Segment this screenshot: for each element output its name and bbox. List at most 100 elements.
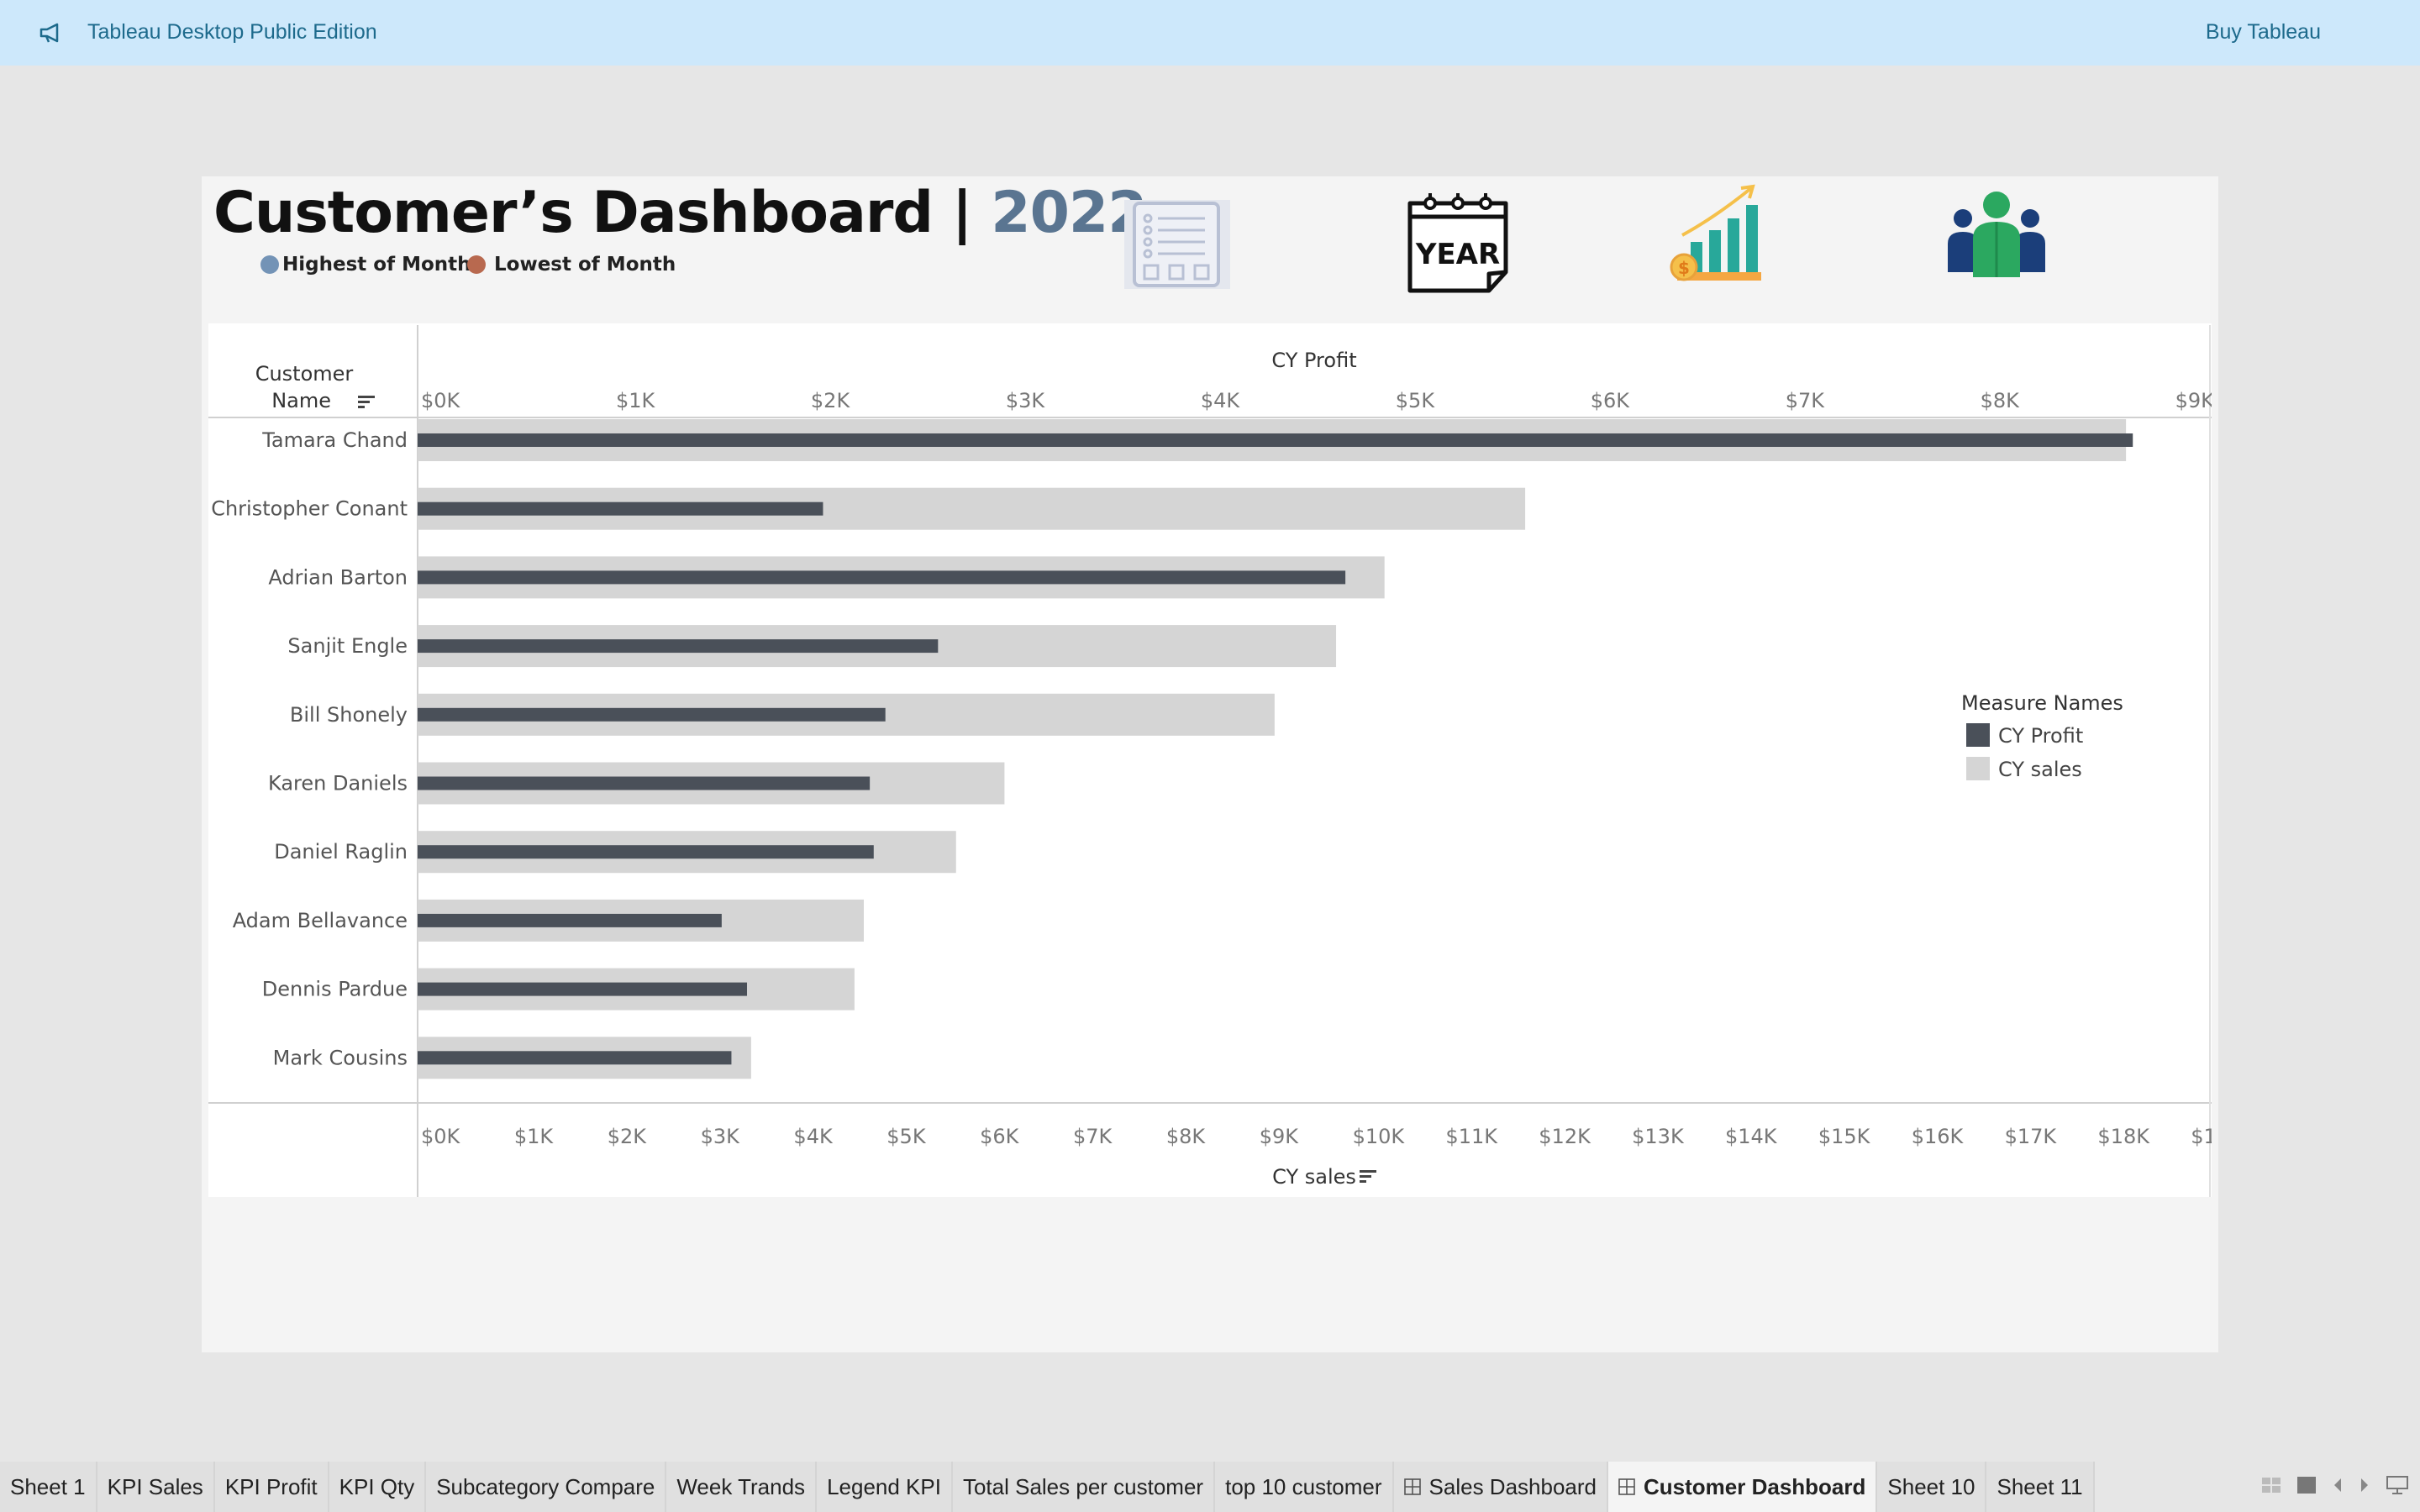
- filmstrip-view-icon[interactable]: [2297, 1477, 2316, 1497]
- customer-name-label: Bill Shonely: [290, 703, 408, 727]
- tab-label: Sheet 10: [1887, 1473, 1975, 1499]
- top-axis-tick: $9K: [2175, 389, 2212, 412]
- legend-item-label: CY sales: [1998, 758, 2082, 781]
- tab-top-10-customer[interactable]: top 10 customer: [1215, 1462, 1394, 1512]
- bottom-axis-tick: $1K: [514, 1125, 555, 1148]
- top-banner: Tableau Desktop Public Edition Buy Table…: [0, 0, 2420, 66]
- top-axis-tick: $2K: [811, 389, 851, 412]
- tab-label: Subcategory Compare: [436, 1473, 655, 1499]
- coin-symbol: $: [1678, 258, 1690, 278]
- top-axis-title: CY Profit: [1271, 349, 1356, 372]
- dashboard-canvas: Customer’s Dashboard | 2022 Highest of M…: [202, 176, 2218, 1352]
- customers-group-icon[interactable]: [1946, 192, 2047, 286]
- legend-swatch-cy-sales: [1966, 757, 1990, 780]
- presentation-mode-icon[interactable]: [2386, 1475, 2408, 1499]
- tab-week-trands[interactable]: Week Trands: [666, 1462, 818, 1512]
- sheet-tabs: Sheet 1 KPI Sales KPI Profit KPI Qty Subcate…: [0, 1462, 2420, 1512]
- tab-customer-dashboard[interactable]: Customer Dashboard: [1608, 1462, 1878, 1512]
- tab-sheet-10[interactable]: Sheet 10: [1877, 1462, 1987, 1512]
- sort-icon: [1360, 1170, 1376, 1183]
- tab-kpi-sales[interactable]: KPI Sales: [97, 1462, 215, 1512]
- bottom-axis-tick: $14K: [1725, 1125, 1778, 1148]
- bottom-axis-tick: $13K: [1632, 1125, 1685, 1148]
- top-axis-tick: $8K: [1981, 389, 2021, 412]
- sort-icon: [358, 396, 375, 408]
- megaphone-icon: [39, 23, 59, 43]
- bottom-axis-tick: $6K: [980, 1125, 1020, 1148]
- cy-profit-bar: [418, 707, 886, 722]
- customer-name-label: Christopher Conant: [211, 497, 408, 521]
- cy-profit-bar: [418, 776, 871, 790]
- bottom-axis-tick: $7K: [1073, 1125, 1113, 1148]
- scroll-right-icon[interactable]: [2360, 1478, 2370, 1495]
- highest-dot-icon: [260, 255, 279, 274]
- tab-label: KPI Sales: [107, 1473, 203, 1499]
- cy-profit-bar: [418, 845, 874, 859]
- tab-label: KPI Profit: [224, 1473, 318, 1499]
- bottom-axis-tick: $18K: [2097, 1125, 2150, 1148]
- top-axis-tick: $6K: [1591, 389, 1631, 412]
- scroll-left-icon[interactable]: [2333, 1478, 2343, 1495]
- bottom-axis-tick: $17K: [2005, 1125, 2058, 1148]
- tab-label: top 10 customer: [1225, 1473, 1382, 1499]
- cy-profit-bar: [418, 639, 939, 654]
- customer-name-label: Adrian Barton: [268, 565, 408, 589]
- bottom-axis-tick: $4K: [793, 1125, 834, 1148]
- tab-label: Customer Dashboard: [1644, 1473, 1866, 1499]
- customer-name-label: Daniel Raglin: [274, 840, 408, 864]
- tab-label: Total Sales per customer: [962, 1473, 1204, 1499]
- legend-lowest[interactable]: Lowest of Month: [467, 254, 676, 276]
- bottom-axis-tick: $2K: [608, 1125, 648, 1148]
- tab-subcategory-compare[interactable]: Subcategory Compare: [426, 1462, 667, 1512]
- app-title: Tableau Desktop Public Edition: [87, 20, 377, 44]
- cy-profit-bar: [418, 913, 722, 927]
- chart-svg: Customer Name CY Profit $0K $1K $2K $3K $4K $5K $…: [208, 325, 2212, 1197]
- year-icon-text: YEAR: [1415, 238, 1500, 271]
- bottom-axis-title: CY sales: [1272, 1165, 1356, 1189]
- bottom-axis-tick: $5K: [886, 1125, 927, 1148]
- bottom-axis-tick: $9K: [1260, 1125, 1300, 1148]
- measure-names-legend-title: Measure Names: [1961, 691, 2123, 715]
- legend-highest-label: Highest of Month: [282, 254, 471, 276]
- bottom-axis-tick: $19K: [2191, 1125, 2212, 1148]
- bottom-axis-tick: $3K: [701, 1125, 741, 1148]
- legend-lowest-label: Lowest of Month: [494, 254, 676, 276]
- buy-tableau-link[interactable]: Buy Tableau: [2205, 20, 2321, 44]
- cy-profit-bar: [418, 1051, 732, 1065]
- tab-label: Sheet 11: [1996, 1473, 2083, 1499]
- bottom-axis-tick: $11K: [1445, 1125, 1498, 1148]
- tab-legend-kpi[interactable]: Legend KPI: [817, 1462, 953, 1512]
- top-axis-tick: $4K: [1201, 389, 1241, 412]
- tab-sales-dashboard[interactable]: Sales Dashboard: [1393, 1462, 1608, 1512]
- tab-kpi-profit[interactable]: KPI Profit: [214, 1462, 329, 1512]
- cy-profit-bar: [418, 501, 823, 516]
- legend-highest[interactable]: Highest of Month: [260, 254, 471, 276]
- customer-name-label: Karen Daniels: [268, 772, 408, 795]
- lowest-dot-icon: [467, 255, 486, 274]
- tab-label: Sheet 1: [10, 1473, 86, 1499]
- tab-controls: [2262, 1462, 2420, 1512]
- customer-name-label: Sanjit Engle: [287, 634, 408, 658]
- tab-sheet-11[interactable]: Sheet 11: [1986, 1462, 2095, 1512]
- dashboard-title-year: 2022: [991, 180, 1147, 246]
- customer-name-label: Dennis Pardue: [262, 978, 408, 1001]
- customer-name-label: Tamara Chand: [261, 428, 408, 452]
- year-calendar-icon[interactable]: YEAR: [1405, 192, 1511, 294]
- tab-kpi-qty[interactable]: KPI Qty: [329, 1462, 427, 1512]
- tab-total-sales-per-customer[interactable]: Total Sales per customer: [952, 1462, 1216, 1512]
- cy-profit-bar: [418, 433, 2133, 447]
- sorter-view-icon[interactable]: [2262, 1478, 2281, 1496]
- list-form-icon[interactable]: [1124, 200, 1230, 289]
- top-axis-tick: $0K: [421, 389, 461, 412]
- top-axis-tick: $5K: [1396, 389, 1436, 412]
- customer-bar-chart: Customer Name CY Profit $0K $1K $2K $3K $4K $5K $…: [208, 323, 2212, 1197]
- bottom-axis-tick: $0K: [421, 1125, 461, 1148]
- customer-name-label: Mark Cousins: [273, 1046, 408, 1069]
- legend-swatch-cy-profit: [1966, 723, 1990, 747]
- dashboard-grid-icon: [1618, 1478, 1635, 1495]
- growth-chart-coin-icon[interactable]: $: [1665, 183, 1771, 286]
- bottom-axis-tick: $12K: [1539, 1125, 1591, 1148]
- tab-sheet-1[interactable]: Sheet 1: [0, 1462, 97, 1512]
- tab-label: Legend KPI: [827, 1473, 941, 1499]
- top-axis-tick: $1K: [616, 389, 656, 412]
